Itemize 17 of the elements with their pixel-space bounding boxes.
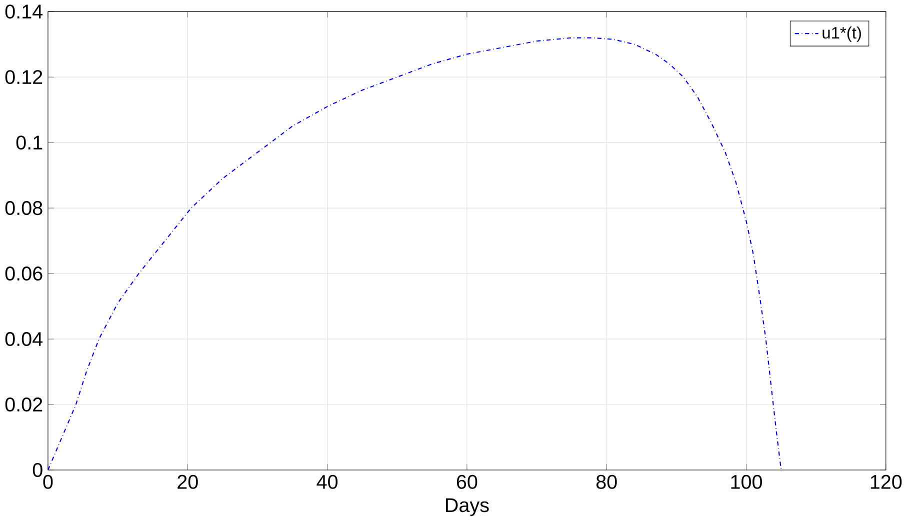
- legend-label: u1*(t): [822, 26, 861, 42]
- x-tick-label: 0: [43, 475, 53, 490]
- y-tick-label: 0.02: [5, 398, 42, 412]
- x-tick-label: 40: [316, 475, 338, 490]
- y-tick-label: 0.1: [16, 136, 42, 150]
- x-tick-label: 80: [596, 475, 617, 490]
- x-tick-label: 120: [870, 475, 902, 490]
- x-tick-label: 60: [456, 475, 478, 490]
- y-tick-label: 0.04: [5, 332, 43, 346]
- x-tick-label: 100: [731, 475, 762, 490]
- y-tick-label: 0: [32, 463, 42, 478]
- y-tick-label: 0.06: [5, 266, 42, 281]
- y-tick-label: 0.12: [5, 70, 42, 84]
- x-axis-title: Days: [446, 498, 489, 516]
- x-tick-label: 20: [178, 475, 198, 490]
- y-tick-label: 0.08: [5, 201, 42, 216]
- y-tick-label: 0.14: [5, 4, 43, 19]
